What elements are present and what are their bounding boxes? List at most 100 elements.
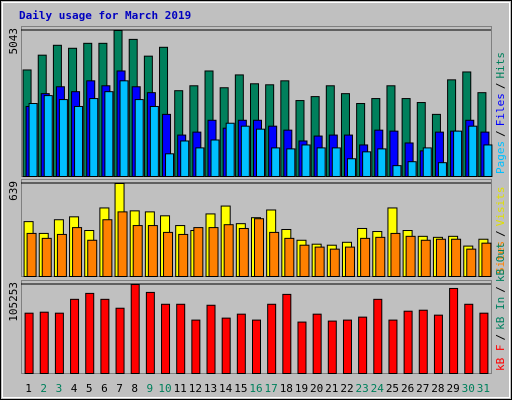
- x-tick-label: 19: [295, 382, 308, 395]
- bar: [327, 320, 337, 374]
- legend-entry: Files: [494, 93, 507, 126]
- bar: [360, 237, 371, 277]
- x-tick-label: 11: [174, 382, 187, 395]
- bar: [451, 238, 462, 278]
- bar: [70, 298, 80, 375]
- x-tick-label: 17: [265, 382, 278, 395]
- bar: [405, 235, 416, 277]
- bar: [344, 246, 355, 277]
- bar: [221, 317, 231, 374]
- bar: [286, 148, 296, 177]
- x-tick-label: 1: [25, 382, 32, 395]
- bar: [210, 139, 220, 178]
- bar: [390, 232, 401, 277]
- bar: [54, 312, 64, 374]
- x-tick-label: 14: [219, 382, 233, 395]
- bar: [256, 128, 265, 178]
- bar: [407, 161, 417, 177]
- bar: [208, 227, 219, 277]
- bar: [43, 95, 53, 177]
- bar: [312, 313, 322, 374]
- bar: [85, 292, 95, 374]
- bar: [297, 321, 307, 375]
- x-tick-label: 3: [56, 382, 63, 395]
- x-tick-label: 10: [158, 382, 171, 395]
- bar: [449, 287, 459, 375]
- bar: [358, 316, 368, 374]
- x-tick-label: 12: [189, 382, 202, 395]
- bar: [377, 148, 387, 177]
- bar: [483, 144, 493, 178]
- bar: [26, 232, 37, 277]
- x-tick-label: 16: [249, 382, 262, 395]
- bar: [481, 242, 492, 277]
- x-tick-label: 15: [234, 382, 247, 395]
- bar: [161, 303, 171, 374]
- legend-separator: /: [494, 286, 507, 293]
- bar: [72, 227, 83, 277]
- x-tick-label: 23: [356, 382, 369, 395]
- bar: [373, 298, 383, 375]
- legend-separator: /: [494, 334, 507, 341]
- bar: [420, 239, 431, 277]
- bar: [180, 140, 190, 177]
- legend-entry: kB In: [494, 297, 507, 330]
- x-tick-label: 8: [131, 382, 138, 395]
- x-tick-label: 2: [40, 382, 47, 395]
- y-tick-label: 639: [7, 181, 20, 201]
- bar: [191, 319, 201, 375]
- bar: [39, 311, 49, 374]
- bar: [100, 298, 110, 375]
- bar: [163, 231, 174, 278]
- bar: [147, 225, 158, 278]
- x-tick-label: 6: [101, 382, 108, 395]
- bar: [102, 219, 113, 278]
- bar: [267, 303, 277, 374]
- bar: [178, 233, 189, 277]
- bar: [314, 246, 325, 277]
- bar: [342, 319, 352, 375]
- bar: [254, 218, 264, 277]
- bar: [130, 284, 140, 374]
- bar: [316, 147, 326, 178]
- x-tick-label: 21: [325, 382, 338, 395]
- bar: [56, 233, 67, 277]
- legend-entry: Pages: [494, 141, 507, 174]
- bar: [225, 122, 235, 177]
- x-tick-label: 4: [71, 382, 78, 395]
- x-tick-label: 24: [371, 382, 385, 395]
- bar: [331, 147, 341, 178]
- bar: [271, 147, 281, 178]
- bar: [238, 227, 249, 277]
- legend-separator: /: [494, 83, 507, 90]
- legend: Sites / Visits: [494, 187, 507, 275]
- bar: [269, 231, 280, 278]
- bar: [329, 248, 340, 278]
- bar: [282, 293, 292, 375]
- legend-entry: Sites: [494, 241, 507, 274]
- bar: [41, 237, 52, 277]
- bar: [403, 310, 413, 374]
- bar: [236, 313, 246, 374]
- bar: [74, 105, 84, 177]
- bar: [176, 303, 186, 374]
- bar: [193, 227, 204, 277]
- legend-entry: Visits: [494, 187, 507, 227]
- bar: [453, 130, 463, 177]
- x-tick-label: 20: [310, 382, 323, 395]
- bar: [437, 162, 447, 178]
- x-tick-label: 30: [462, 382, 475, 395]
- bar: [119, 80, 129, 177]
- bar: [284, 237, 295, 277]
- bar: [134, 99, 144, 177]
- bar: [28, 103, 38, 177]
- legend-entry: kB F: [494, 345, 507, 372]
- legend-separator: /: [494, 230, 507, 237]
- y-tick-label: 105253: [7, 282, 20, 322]
- bar: [346, 158, 356, 177]
- bar: [132, 225, 143, 278]
- bar: [117, 211, 128, 277]
- bar: [388, 319, 398, 375]
